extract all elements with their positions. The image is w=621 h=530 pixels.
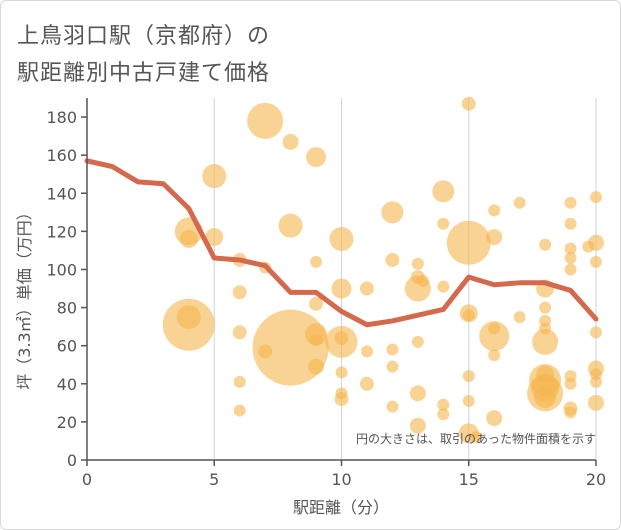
bubble-72 (534, 386, 557, 409)
bubble-91 (486, 410, 503, 427)
bubble-36 (359, 281, 374, 296)
bubble-34 (416, 274, 429, 287)
bubble-29 (385, 252, 400, 267)
bubble-40 (309, 296, 324, 311)
bubble-89 (233, 404, 246, 417)
bubble-7 (564, 196, 577, 209)
y-tick-label-180: 180 (46, 108, 77, 127)
bubble-18 (446, 220, 491, 265)
x-tick-label-20: 20 (586, 470, 606, 489)
y-tick-label-160: 160 (46, 146, 77, 165)
bubble-85 (437, 398, 450, 411)
bubble-86 (386, 400, 399, 413)
bubble-55 (334, 331, 349, 346)
bubble-0 (247, 102, 284, 139)
bubble-3 (202, 164, 227, 189)
bubble-66 (386, 360, 399, 373)
bubble-30 (411, 257, 424, 270)
bubble-59 (590, 326, 602, 339)
bubble-64 (308, 358, 325, 375)
bubble-88 (564, 406, 577, 419)
y-tick-label-140: 140 (46, 184, 77, 203)
bubble-80 (409, 385, 426, 402)
bubble-43 (462, 309, 475, 322)
bubble-1 (282, 133, 299, 150)
bubble-50 (232, 325, 247, 340)
bubble-11 (437, 217, 450, 230)
bubble-9 (488, 204, 501, 217)
bubble-90 (437, 408, 450, 421)
y-tick-label-80: 80 (57, 299, 77, 318)
bubble-22 (582, 240, 595, 253)
bubble-37 (437, 280, 450, 293)
bubble-32 (564, 263, 577, 276)
bubble-82 (334, 392, 349, 407)
bubble-6 (513, 196, 526, 209)
bubble-14 (179, 229, 198, 248)
axes: 0 20 40 60 80 100 120 140 160 180 0 5 10 15 20 (46, 98, 606, 489)
bubbles (162, 96, 604, 444)
bubble-17 (329, 226, 354, 251)
bubble-63 (488, 349, 501, 362)
bubble-5 (432, 180, 455, 203)
bubble-39 (232, 285, 247, 300)
bubble-28 (310, 255, 323, 268)
bubble-8 (590, 191, 602, 204)
bubble-2 (306, 147, 327, 168)
bubble-65 (335, 366, 348, 379)
x-tick-label-0: 0 (82, 470, 92, 489)
bubble-83 (462, 394, 475, 407)
bubble-19 (486, 229, 503, 246)
x-tick-label-10: 10 (331, 470, 351, 489)
chart-title-line-2: 駅距離別中古戸建て価格 (17, 61, 271, 86)
bubble-46 (176, 305, 201, 330)
bubble-78 (233, 375, 246, 388)
bubble-56 (479, 321, 510, 352)
bubble-53 (310, 333, 323, 346)
bubble-12 (564, 217, 577, 230)
y-tick-label-100: 100 (46, 260, 77, 279)
bubble-20 (539, 238, 552, 251)
trend-line (84, 158, 599, 328)
bubble-15 (205, 228, 224, 247)
bubble-61 (360, 345, 373, 358)
y-axis-label: 坪（3.3㎡）単価（万円） (15, 204, 34, 389)
bubble-23 (564, 242, 577, 255)
bubble-35 (331, 278, 352, 299)
bubble-4 (461, 96, 476, 111)
bubble-58 (411, 335, 424, 348)
bubble-94 (470, 431, 483, 444)
bubble-74 (564, 377, 577, 390)
x-tick-label-15: 15 (459, 470, 479, 489)
bubble-92 (409, 417, 426, 434)
y-tick-label-0: 0 (67, 451, 77, 470)
y-tick-label-20: 20 (57, 413, 77, 432)
bubble-79 (359, 376, 374, 391)
y-tick-label-60: 60 (57, 337, 77, 356)
trend-line-path (84, 158, 599, 328)
size-annotation: 円の大きさは、取引のあった物件面積を示す (356, 431, 596, 446)
bubble-10 (381, 201, 404, 224)
bubble-77 (590, 375, 602, 388)
bubble-16 (278, 213, 303, 238)
x-axis-label: 駅距離（分） (293, 498, 389, 517)
bubble-24 (564, 252, 577, 265)
bubble-67 (462, 370, 475, 383)
bubble-41 (539, 301, 552, 314)
chart-title-line-1: 上鳥羽口駅（京都府）の (17, 24, 271, 49)
y-tick-label-40: 40 (57, 375, 77, 394)
bubble-62 (386, 343, 399, 356)
y-tick-label-120: 120 (46, 222, 77, 241)
bubble-57 (532, 328, 559, 355)
bubble-25 (590, 255, 602, 268)
bubble-44 (513, 311, 526, 324)
x-tick-label-5: 5 (209, 470, 219, 489)
bubble-84 (588, 394, 604, 411)
bubble-60 (258, 344, 273, 359)
